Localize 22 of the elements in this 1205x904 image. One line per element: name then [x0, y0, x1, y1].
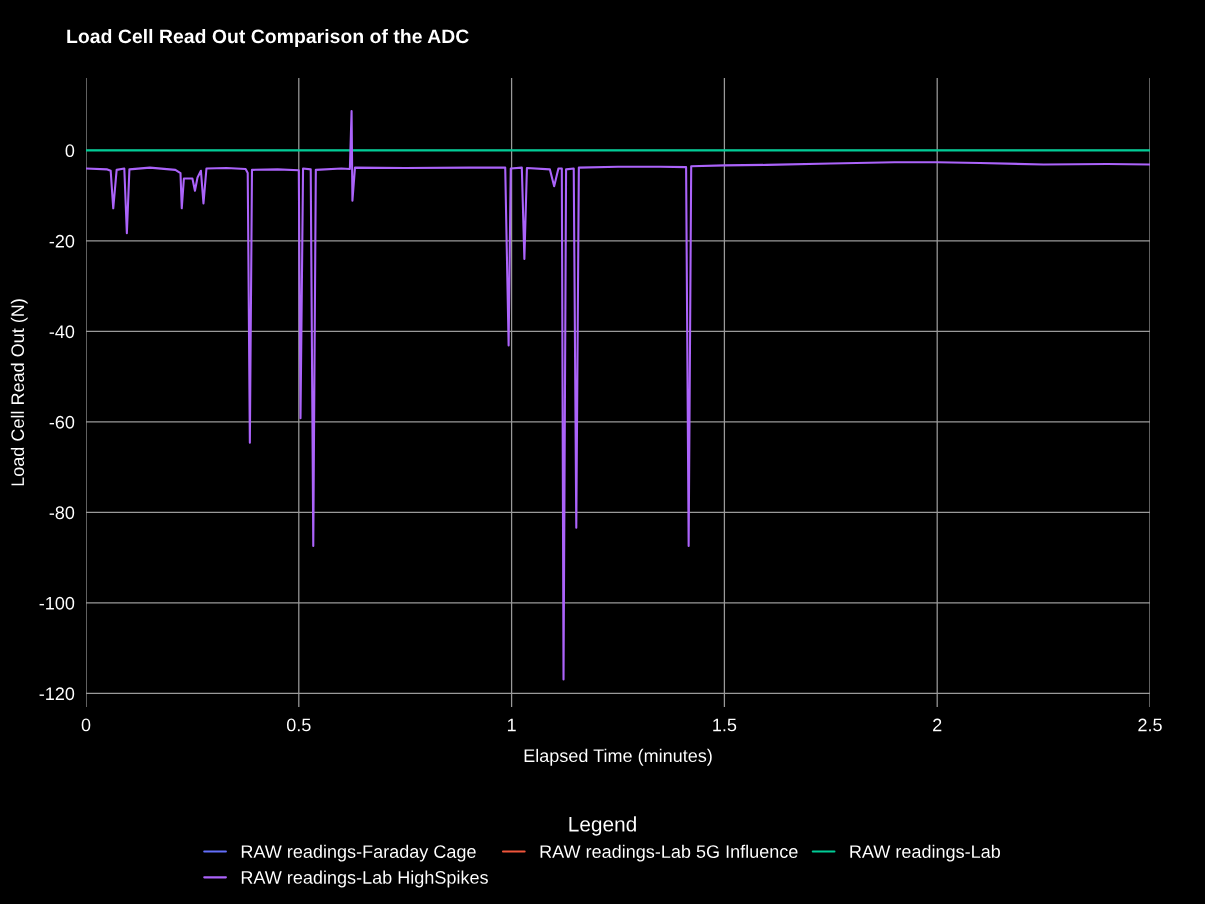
y-tick-label: -60 — [49, 415, 75, 429]
y-tick-label: -80 — [49, 506, 75, 520]
legend-label: RAW readings-Lab — [850, 844, 1001, 862]
line-series — [86, 109, 1150, 681]
y-axis-title: Load Cell Read Out (N) — [10, 299, 28, 486]
y-tick-label: 0 — [65, 144, 75, 158]
legend-label: RAW readings-Lab 5G Influence — [540, 844, 798, 862]
x-tick-label: 0.5 — [286, 718, 311, 732]
x-axis-title: Elapsed Time (minutes) — [524, 748, 712, 766]
legend-label: RAW readings-Lab HighSpikes — [241, 870, 488, 888]
x-tick-label: 1 — [507, 718, 516, 732]
x-tick-label: 1.5 — [713, 718, 737, 732]
y-tick-label: -120 — [39, 687, 75, 701]
chart-title: Load Cell Read Out Comparison of the ADC — [67, 28, 469, 48]
x-tick-label: 0 — [81, 718, 91, 732]
legend-title: Legend — [569, 816, 636, 836]
x-tick-label: 2.5 — [1138, 718, 1162, 732]
x-tick-label: 2 — [933, 718, 942, 732]
y-tick-label: -20 — [49, 234, 75, 248]
legend-label: RAW readings-Faraday Cage — [241, 844, 476, 862]
y-tick-label: -40 — [49, 325, 75, 339]
y-tick-label: -100 — [39, 596, 75, 610]
